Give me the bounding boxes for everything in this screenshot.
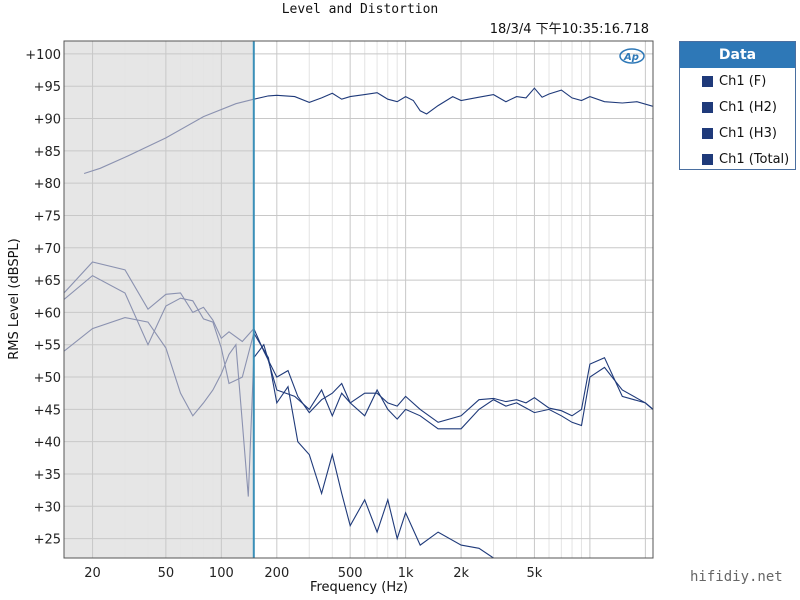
x-tick-label: 500 [338, 566, 363, 581]
legend-item-total[interactable]: Ch1 (Total) [680, 146, 795, 172]
x-tick-label: 200 [264, 566, 289, 581]
x-tick-label: 100 [209, 566, 234, 581]
series-ch1-h2-shaded [64, 274, 255, 385]
series-ch1-f-shaded [83, 98, 254, 175]
legend: Data Ch1 (F) Ch1 (H2) Ch1 (H3) Ch1 (Tota… [679, 41, 796, 170]
x-tick-label: 1k [398, 566, 414, 581]
legend-label: Ch1 (H3) [719, 125, 777, 141]
svg-text:Ap: Ap [623, 52, 639, 63]
x-axis-label: Frequency (Hz) [310, 580, 408, 595]
legend-label: Ch1 (H2) [719, 99, 777, 115]
series-ch1-h2 [253, 332, 494, 558]
legend-item-h2[interactable]: Ch1 (H2) [680, 94, 795, 120]
series-ch1-total-shaded [64, 261, 255, 343]
x-axis-ticks: 20 50 100 200 500 1k 2k 5k [84, 566, 543, 581]
series-ch1-total [253, 328, 653, 423]
y-tick-label: +50 [34, 371, 61, 386]
y-tick-label: +60 [34, 306, 61, 321]
legend-header: Data [680, 42, 795, 68]
watermark: hifidiy.net [690, 569, 783, 585]
y-tick-label: +30 [34, 500, 61, 515]
y-tick-label: +40 [34, 436, 61, 451]
y-tick-label: +100 [25, 48, 61, 63]
legend-label: Ch1 (Total) [719, 151, 790, 167]
legend-item-h3[interactable]: Ch1 (H3) [680, 120, 795, 146]
legend-swatch [702, 127, 713, 139]
traces [64, 87, 653, 558]
x-tick-label: 50 [158, 566, 175, 581]
legend-label: Ch1 (F) [719, 73, 767, 89]
y-tick-label: +70 [34, 242, 61, 257]
y-tick-label: +95 [34, 80, 61, 95]
plot-area [63, 40, 654, 559]
x-tick-label: 2k [453, 566, 469, 581]
legend-item-f[interactable]: Ch1 (F) [680, 68, 795, 94]
y-tick-label: +35 [34, 468, 61, 483]
y-tick-label: +25 [34, 533, 61, 548]
series-ch1-f [253, 87, 653, 115]
y-tick-label: +45 [34, 403, 61, 418]
legend-swatch [702, 101, 713, 113]
y-axis-label: RMS Level (dBSPL) [7, 238, 22, 360]
series-ch1-h3-shaded [64, 317, 255, 497]
y-tick-label: +90 [34, 113, 61, 128]
y-tick-label: +65 [34, 274, 61, 289]
y-tick-label: +55 [34, 339, 61, 354]
timestamp: 18/3/4 下午10:35:16.718 [490, 22, 649, 37]
grid [64, 41, 653, 558]
y-tick-label: +75 [34, 209, 61, 224]
x-tick-label: 20 [84, 566, 101, 581]
legend-swatch [702, 153, 713, 165]
x-tick-label: 5k [527, 566, 543, 581]
series-ch1-h3 [253, 343, 653, 430]
y-tick-label: +80 [34, 177, 61, 192]
chart-title: Level and Distortion [282, 2, 439, 17]
legend-swatch [702, 75, 713, 87]
y-tick-label: +85 [34, 145, 61, 160]
ap-logo: Ap [619, 48, 645, 64]
y-axis-ticks: +100 +95 +90 +85 +80 +75 +70 +65 +60 +55 +50 +45 +40… [25, 48, 61, 548]
